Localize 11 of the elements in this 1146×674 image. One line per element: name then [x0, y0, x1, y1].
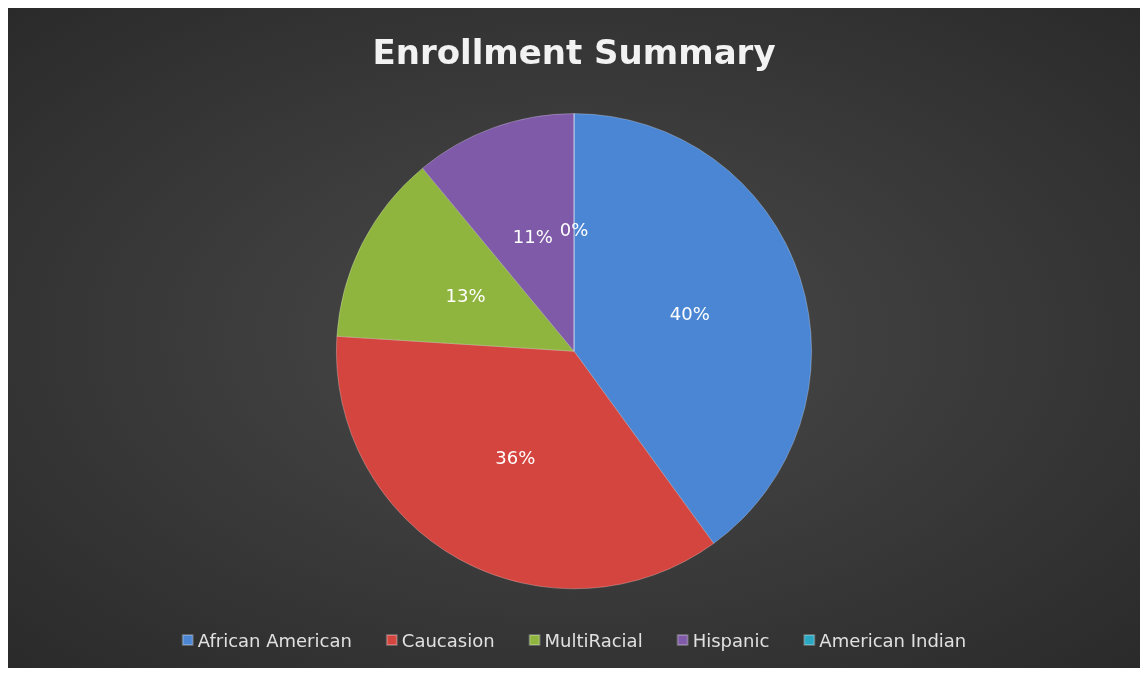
chart-title: Enrollment Summary — [372, 32, 776, 72]
text: 0% — [559, 218, 589, 240]
legend-label: American Indian — [819, 629, 967, 651]
data-label: 36% — [495, 447, 536, 469]
data-label: 13% — [445, 285, 486, 307]
legend-label: MultiRacial — [544, 629, 643, 651]
legend-label: African American — [197, 629, 352, 651]
legend-label: Hispanic — [692, 629, 770, 651]
legend-label: Caucasion — [401, 629, 495, 651]
data-label: 11% — [512, 226, 553, 248]
data-label: 40% — [669, 303, 710, 325]
